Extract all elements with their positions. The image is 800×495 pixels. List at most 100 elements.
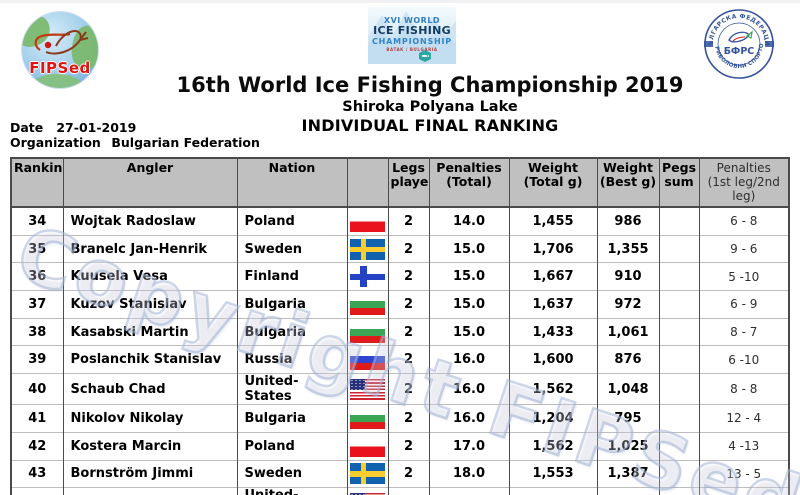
date-label: Date	[10, 120, 44, 135]
ranking-title: INDIVIDUAL FINAL RANKING	[301, 116, 559, 135]
cell-nation: Russia	[236, 345, 348, 374]
nation-flag-icon	[350, 266, 385, 288]
ranking-table: Ranking Angler Nation Legs played Penalt…	[10, 157, 790, 495]
cell-weight-best: 1,387	[596, 459, 660, 488]
table-row: 40 Schaub Chad United-States 2 16.0 1,56…	[10, 373, 790, 405]
cell-ranking: 34	[10, 207, 64, 236]
cell-nation: Sweden	[236, 459, 348, 488]
cell-nation: Bulgaria	[236, 290, 348, 319]
cell-flag	[346, 345, 389, 374]
cell-pegs-sum	[658, 317, 700, 346]
cell-ranking: 40	[10, 373, 64, 405]
cell-weight-total: 1,562	[508, 373, 598, 405]
cell-penalties-legs: 13 - 5	[698, 459, 790, 488]
venue-subtitle: Shiroka Polyana Lake	[342, 99, 518, 115]
cell-penalties-total: 15.0	[428, 234, 510, 263]
nation-flag-icon	[350, 349, 385, 371]
meta-block: Date 27-01-2019 Organization Bulgarian F…	[10, 120, 260, 150]
cell-weight-best: 876	[596, 345, 660, 374]
col-header-penalties-legs: Penalties (1st leg/2nd leg)	[698, 158, 790, 208]
cell-weight-total: 1,600	[508, 345, 598, 374]
cell-pegs-sum	[658, 234, 700, 263]
cell-angler: Wojtak Radoslaw	[62, 207, 238, 236]
fish-hook-icon	[34, 29, 89, 55]
cell-pegs-sum	[658, 459, 700, 488]
cell-weight-best: 986	[596, 207, 660, 236]
nation-flag-icon	[350, 238, 385, 260]
title-block: 16th World Ice Fishing Championship 2019…	[60, 73, 800, 135]
cell-angler: Poslanchik Stanislav	[62, 345, 238, 374]
cell-legs-played: 2	[387, 234, 430, 263]
cell-penalties-total: 14.0	[428, 207, 510, 236]
table-row: 36 Kuusela Vesa Finland 2 15.0 1,667 910…	[10, 262, 790, 291]
cell-penalties-legs: 5 -10	[698, 262, 790, 291]
cell-weight-total: 1,433	[508, 317, 598, 346]
table-row: 37 Kuzov Stanislav Bulgaria 2 15.0 1,637…	[10, 290, 790, 319]
cell-penalties-legs: 6 - 9	[698, 290, 790, 319]
table-row: 43 Bornström Jimmi Sweden 2 18.0 1,553 1…	[10, 459, 790, 488]
table-row: 42 Kostera Marcin Poland 2 17.0 1,562 1,…	[10, 431, 790, 460]
cell-penalties-legs: 8 - 8	[698, 373, 790, 405]
cell-legs-played: 2	[387, 345, 430, 374]
col-header-legs-played: Legs played	[387, 158, 430, 208]
cell-ranking: 38	[10, 317, 64, 346]
cell-legs-played: 2	[387, 207, 430, 236]
cell-angler: Kuzov Stanislav	[62, 290, 238, 319]
event-logo-line1: XVI WORLD	[383, 16, 441, 25]
table-row: 38 Kasabski Martin Bulgaria 2 15.0 1,433…	[10, 317, 790, 346]
page-top-edge	[0, 0, 800, 3]
cell-pegs-sum	[658, 290, 700, 319]
cell-flag	[346, 207, 389, 236]
organization-label: Organization	[10, 135, 101, 150]
event-logo-line4: BATAK / BULGARIA	[386, 47, 438, 52]
cell-ranking: 43	[10, 459, 64, 488]
event-logo: XVI WORLD ICE FISHING CHAMPIONSHIP BATAK…	[368, 7, 456, 64]
cell-penalties-total: 16.0	[428, 404, 510, 433]
federation-abbrev: БФРС	[724, 46, 755, 57]
federation-logo: БЪЛГАРСКА ФЕДЕРАЦИЯ ПО РИБОЛОВНИ СПОРТОВ…	[700, 3, 775, 80]
cell-angler: Nikolov Nikolay	[62, 404, 238, 433]
cell-pegs-sum	[658, 404, 700, 433]
col-header-weight-best: Weight (Best g)	[596, 158, 660, 208]
cell-flag	[346, 459, 389, 488]
fish-badge-icon	[419, 50, 431, 62]
cell-weight-total: 1,455	[508, 207, 598, 236]
table-body: 34 Wojtak Radoslaw Poland 2 14.0 1,455 9…	[10, 207, 790, 495]
cell-pegs-sum	[658, 207, 700, 236]
cell-pegs-sum	[658, 373, 700, 405]
cell-weight-total: 1,637	[508, 290, 598, 319]
cell-weight-total: 1,385	[508, 487, 598, 495]
cell-penalties-total: 15.0	[428, 290, 510, 319]
cell-ranking: 36	[10, 262, 64, 291]
cell-weight-best: 1,225	[596, 487, 660, 495]
mountains-graphic	[368, 11, 456, 64]
cell-angler: Kasabski Martin	[62, 317, 238, 346]
cell-nation: Finland	[236, 262, 348, 291]
cell-angler: Schaub Chad	[62, 373, 238, 405]
cell-angler: Kuusela Vesa	[62, 262, 238, 291]
date-value: 27-01-2019	[56, 120, 137, 135]
fipsed-logo-text: FIPSed	[29, 59, 91, 77]
cell-flag	[346, 290, 389, 319]
cell-legs-played: 2	[387, 262, 430, 291]
cell-penalties-total: 17.0	[428, 431, 510, 460]
col-header-pegs-sum: Pegs sum	[658, 158, 700, 208]
cell-penalties-legs: 9 - 6	[698, 234, 790, 263]
cell-ranking: 37	[10, 290, 64, 319]
cell-ranking: 44	[10, 487, 64, 495]
nation-flag-icon	[350, 321, 385, 343]
nation-flag-icon	[350, 378, 385, 400]
col-header-weight-total: Weight (Total g)	[508, 158, 598, 208]
cell-weight-total: 1,706	[508, 234, 598, 263]
cell-angler: Bornström Jimmi	[62, 459, 238, 488]
nation-flag-icon	[350, 435, 385, 457]
table-row: 35 Branelc Jan-Henrik Sweden 2 15.0 1,70…	[10, 234, 790, 263]
cell-angler: Kowalski Kevin	[62, 487, 238, 495]
cell-penalties-legs: 6 -10	[698, 345, 790, 374]
cell-pegs-sum	[658, 487, 700, 495]
cell-flag	[346, 373, 389, 405]
cell-nation: Bulgaria	[236, 317, 348, 346]
fipsed-logo: FIPSed	[22, 12, 98, 88]
table-row: 44 Kowalski Kevin United-States 2 18.0 1…	[10, 487, 790, 495]
cell-legs-played: 2	[387, 373, 430, 405]
